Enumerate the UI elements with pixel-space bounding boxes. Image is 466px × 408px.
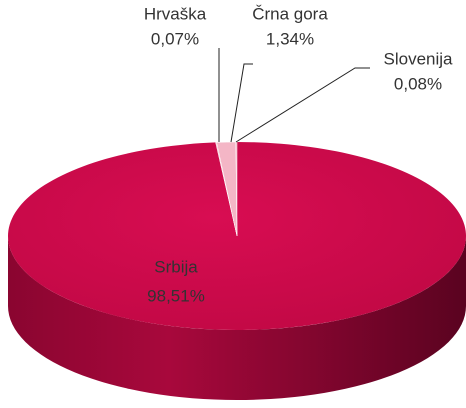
labels: Srbija 98,51% Hrvaška 0,07% Črna gora 1,34% Sl… xyxy=(144,4,453,305)
category-label: Slovenija xyxy=(384,49,454,68)
category-label: Črna gora xyxy=(252,4,328,23)
leader-line xyxy=(235,67,370,143)
category-label: Srbija xyxy=(154,257,198,276)
category-label: Hrvaška xyxy=(144,4,207,23)
slice-side xyxy=(8,236,466,400)
value-label: 1,34% xyxy=(266,29,314,48)
value-label: 98,51% xyxy=(147,286,205,305)
value-label: 0,07% xyxy=(151,29,199,48)
leader-line xyxy=(230,63,253,143)
value-label: 0,08% xyxy=(394,74,442,93)
